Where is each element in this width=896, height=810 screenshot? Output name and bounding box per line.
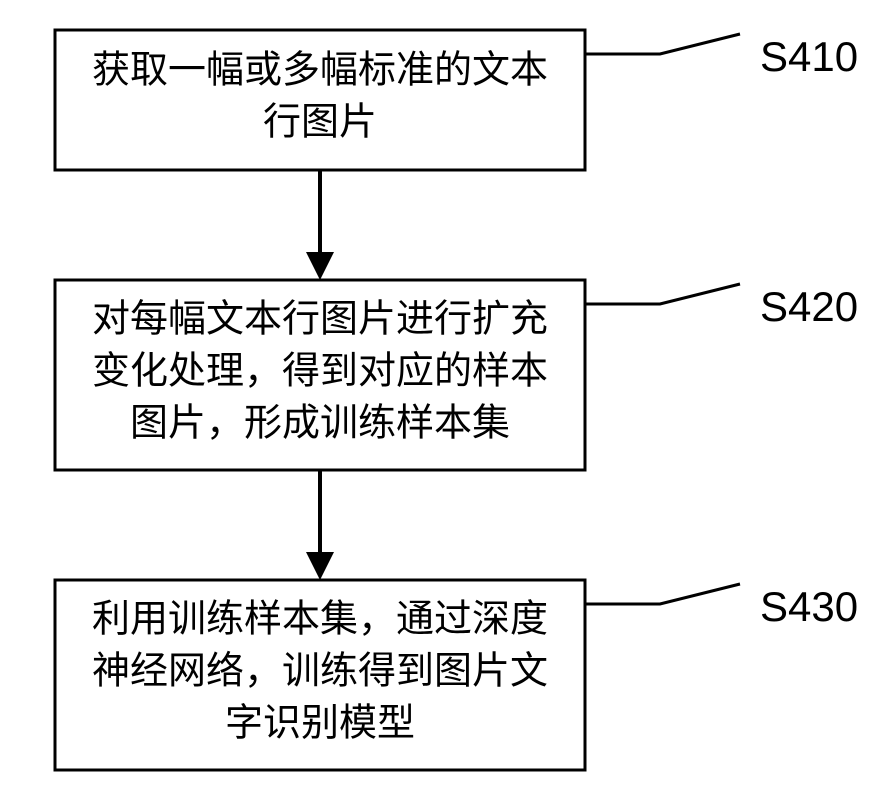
leader-line <box>585 284 740 304</box>
flow-arrow <box>306 170 334 280</box>
node-text-line: 字识别模型 <box>225 703 415 745</box>
flow-arrow <box>306 470 334 580</box>
node-text-line: 获取一幅或多幅标准的文本 <box>92 50 548 92</box>
node-text-line: 行图片 <box>263 102 377 144</box>
arrow-head <box>306 252 334 280</box>
flow-node: 对每幅文本行图片进行扩充变化处理，得到对应的样本图片，形成训练样本集 S420 <box>55 280 858 470</box>
flow-node: 获取一幅或多幅标准的文本行图片 S410 <box>55 30 858 170</box>
node-text-line: 利用训练样本集，通过深度 <box>92 599 548 641</box>
step-label: S420 <box>760 283 858 330</box>
flow-node: 利用训练样本集，通过深度神经网络，训练得到图片文字识别模型 S430 <box>55 580 858 770</box>
step-label: S410 <box>760 33 858 80</box>
leader-line <box>585 584 740 604</box>
flowchart-canvas: 获取一幅或多幅标准的文本行图片 S410 对每幅文本行图片进行扩充变化处理，得到对应… <box>0 0 896 810</box>
node-text-line: 神经网络，训练得到图片文 <box>92 651 548 693</box>
node-text-line: 变化处理，得到对应的样本 <box>92 351 548 393</box>
arrow-head <box>306 552 334 580</box>
step-label: S430 <box>760 583 858 630</box>
node-text-line: 对每幅文本行图片进行扩充 <box>92 299 548 341</box>
leader-line <box>585 34 740 54</box>
node-text-line: 图片，形成训练样本集 <box>130 403 510 445</box>
